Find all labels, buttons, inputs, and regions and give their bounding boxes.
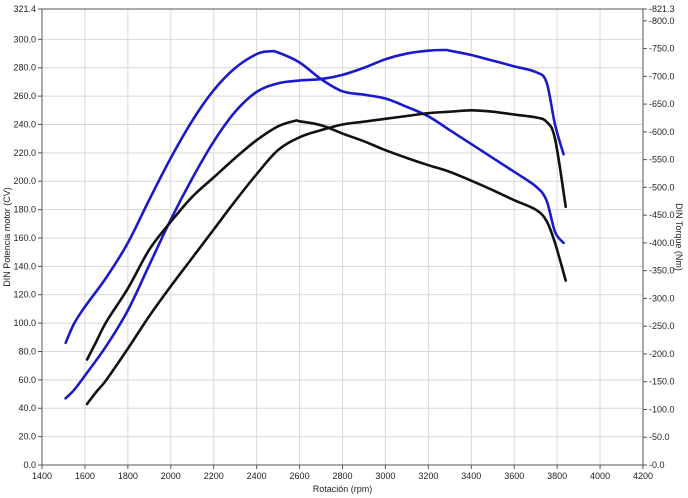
right-tick-label: -750.0 — [649, 44, 675, 54]
x-tick-label: 2600 — [290, 471, 310, 481]
x-axis-title: Rotación (rpm) — [313, 484, 373, 494]
left-tick-label: 220.0 — [13, 148, 36, 158]
x-tick-label: 1600 — [75, 471, 95, 481]
right-tick-label: -250.0 — [649, 321, 675, 331]
x-tick-label: 1400 — [32, 471, 52, 481]
right-tick-label: -50.0 — [649, 432, 670, 442]
right-tick-label: -700.0 — [649, 71, 675, 81]
x-tick-label: 2400 — [247, 471, 267, 481]
right-tick-label: -100.0 — [649, 404, 675, 414]
x-tick-label: 4200 — [633, 471, 653, 481]
x-tick-label: 1800 — [118, 471, 138, 481]
x-tick-label: 2200 — [204, 471, 224, 481]
left-tick-label: 240.0 — [13, 119, 36, 129]
right-tick-label: -200.0 — [649, 349, 675, 359]
left-tick-label: 120.0 — [13, 290, 36, 300]
left-tick-label: 20.0 — [18, 432, 36, 442]
power-line-blue — [64, 48, 565, 400]
left-tick-label: 160.0 — [13, 233, 36, 243]
torque-line-black — [85, 119, 568, 361]
left-tick-label: 180.0 — [13, 205, 36, 215]
right-tick-label: -821.3 — [649, 4, 675, 14]
right-tick-label: -500.0 — [649, 182, 675, 192]
left-tick-label: 321.4 — [13, 4, 36, 14]
left-tick-label: 140.0 — [13, 261, 36, 271]
x-tick-label: 3000 — [375, 471, 395, 481]
right-tick-label: -150.0 — [649, 377, 675, 387]
right-tick-label: -350.0 — [649, 266, 675, 276]
x-tick-label: 2000 — [161, 471, 181, 481]
right-tick-label: -650.0 — [649, 99, 675, 109]
left-axis-title: DIN Potencia motor (CV) — [2, 187, 12, 287]
right-tick-label: -600.0 — [649, 127, 675, 137]
x-tick-label: 2800 — [332, 471, 352, 481]
right-tick-label: -0.0 — [649, 460, 665, 470]
left-tick-label: 100.0 — [13, 318, 36, 328]
left-axis: 0.0 20.0 40.0 60.0 80.0 100.0 120.0 140.0 160.0 1… — [13, 4, 42, 470]
power-line-black — [85, 109, 568, 406]
x-tick-label: 3600 — [504, 471, 524, 481]
left-tick-label: 0.0 — [23, 460, 36, 470]
right-tick-label: -400.0 — [649, 238, 675, 248]
x-axis: 1400 1600 1800 2000 2200 2400 2600 2800 3000 3200… — [32, 465, 653, 481]
x-tick-label: 3200 — [418, 471, 438, 481]
left-tick-label: 280.0 — [13, 63, 36, 73]
right-axis: -0.0 -50.0 -100.0 -150.0 -200.0 -250.0 -300.0 -… — [643, 4, 675, 470]
right-tick-label: -450.0 — [649, 210, 675, 220]
right-tick-label: -550.0 — [649, 155, 675, 165]
x-tick-label: 4000 — [590, 471, 610, 481]
x-tick-label: 3400 — [461, 471, 481, 481]
right-tick-label: -300.0 — [649, 293, 675, 303]
left-tick-label: 300.0 — [13, 34, 36, 44]
right-tick-label: -800.0 — [649, 16, 675, 26]
left-tick-label: 260.0 — [13, 91, 36, 101]
right-axis-title: DIN Torque (Nm) — [674, 203, 684, 271]
left-tick-label: 200.0 — [13, 176, 36, 186]
x-tick-label: 3800 — [547, 471, 567, 481]
left-tick-label: 60.0 — [18, 375, 36, 385]
left-tick-label: 40.0 — [18, 403, 36, 413]
series-layer — [64, 48, 568, 406]
left-tick-label: 80.0 — [18, 346, 36, 356]
torque-line-blue — [64, 49, 565, 345]
